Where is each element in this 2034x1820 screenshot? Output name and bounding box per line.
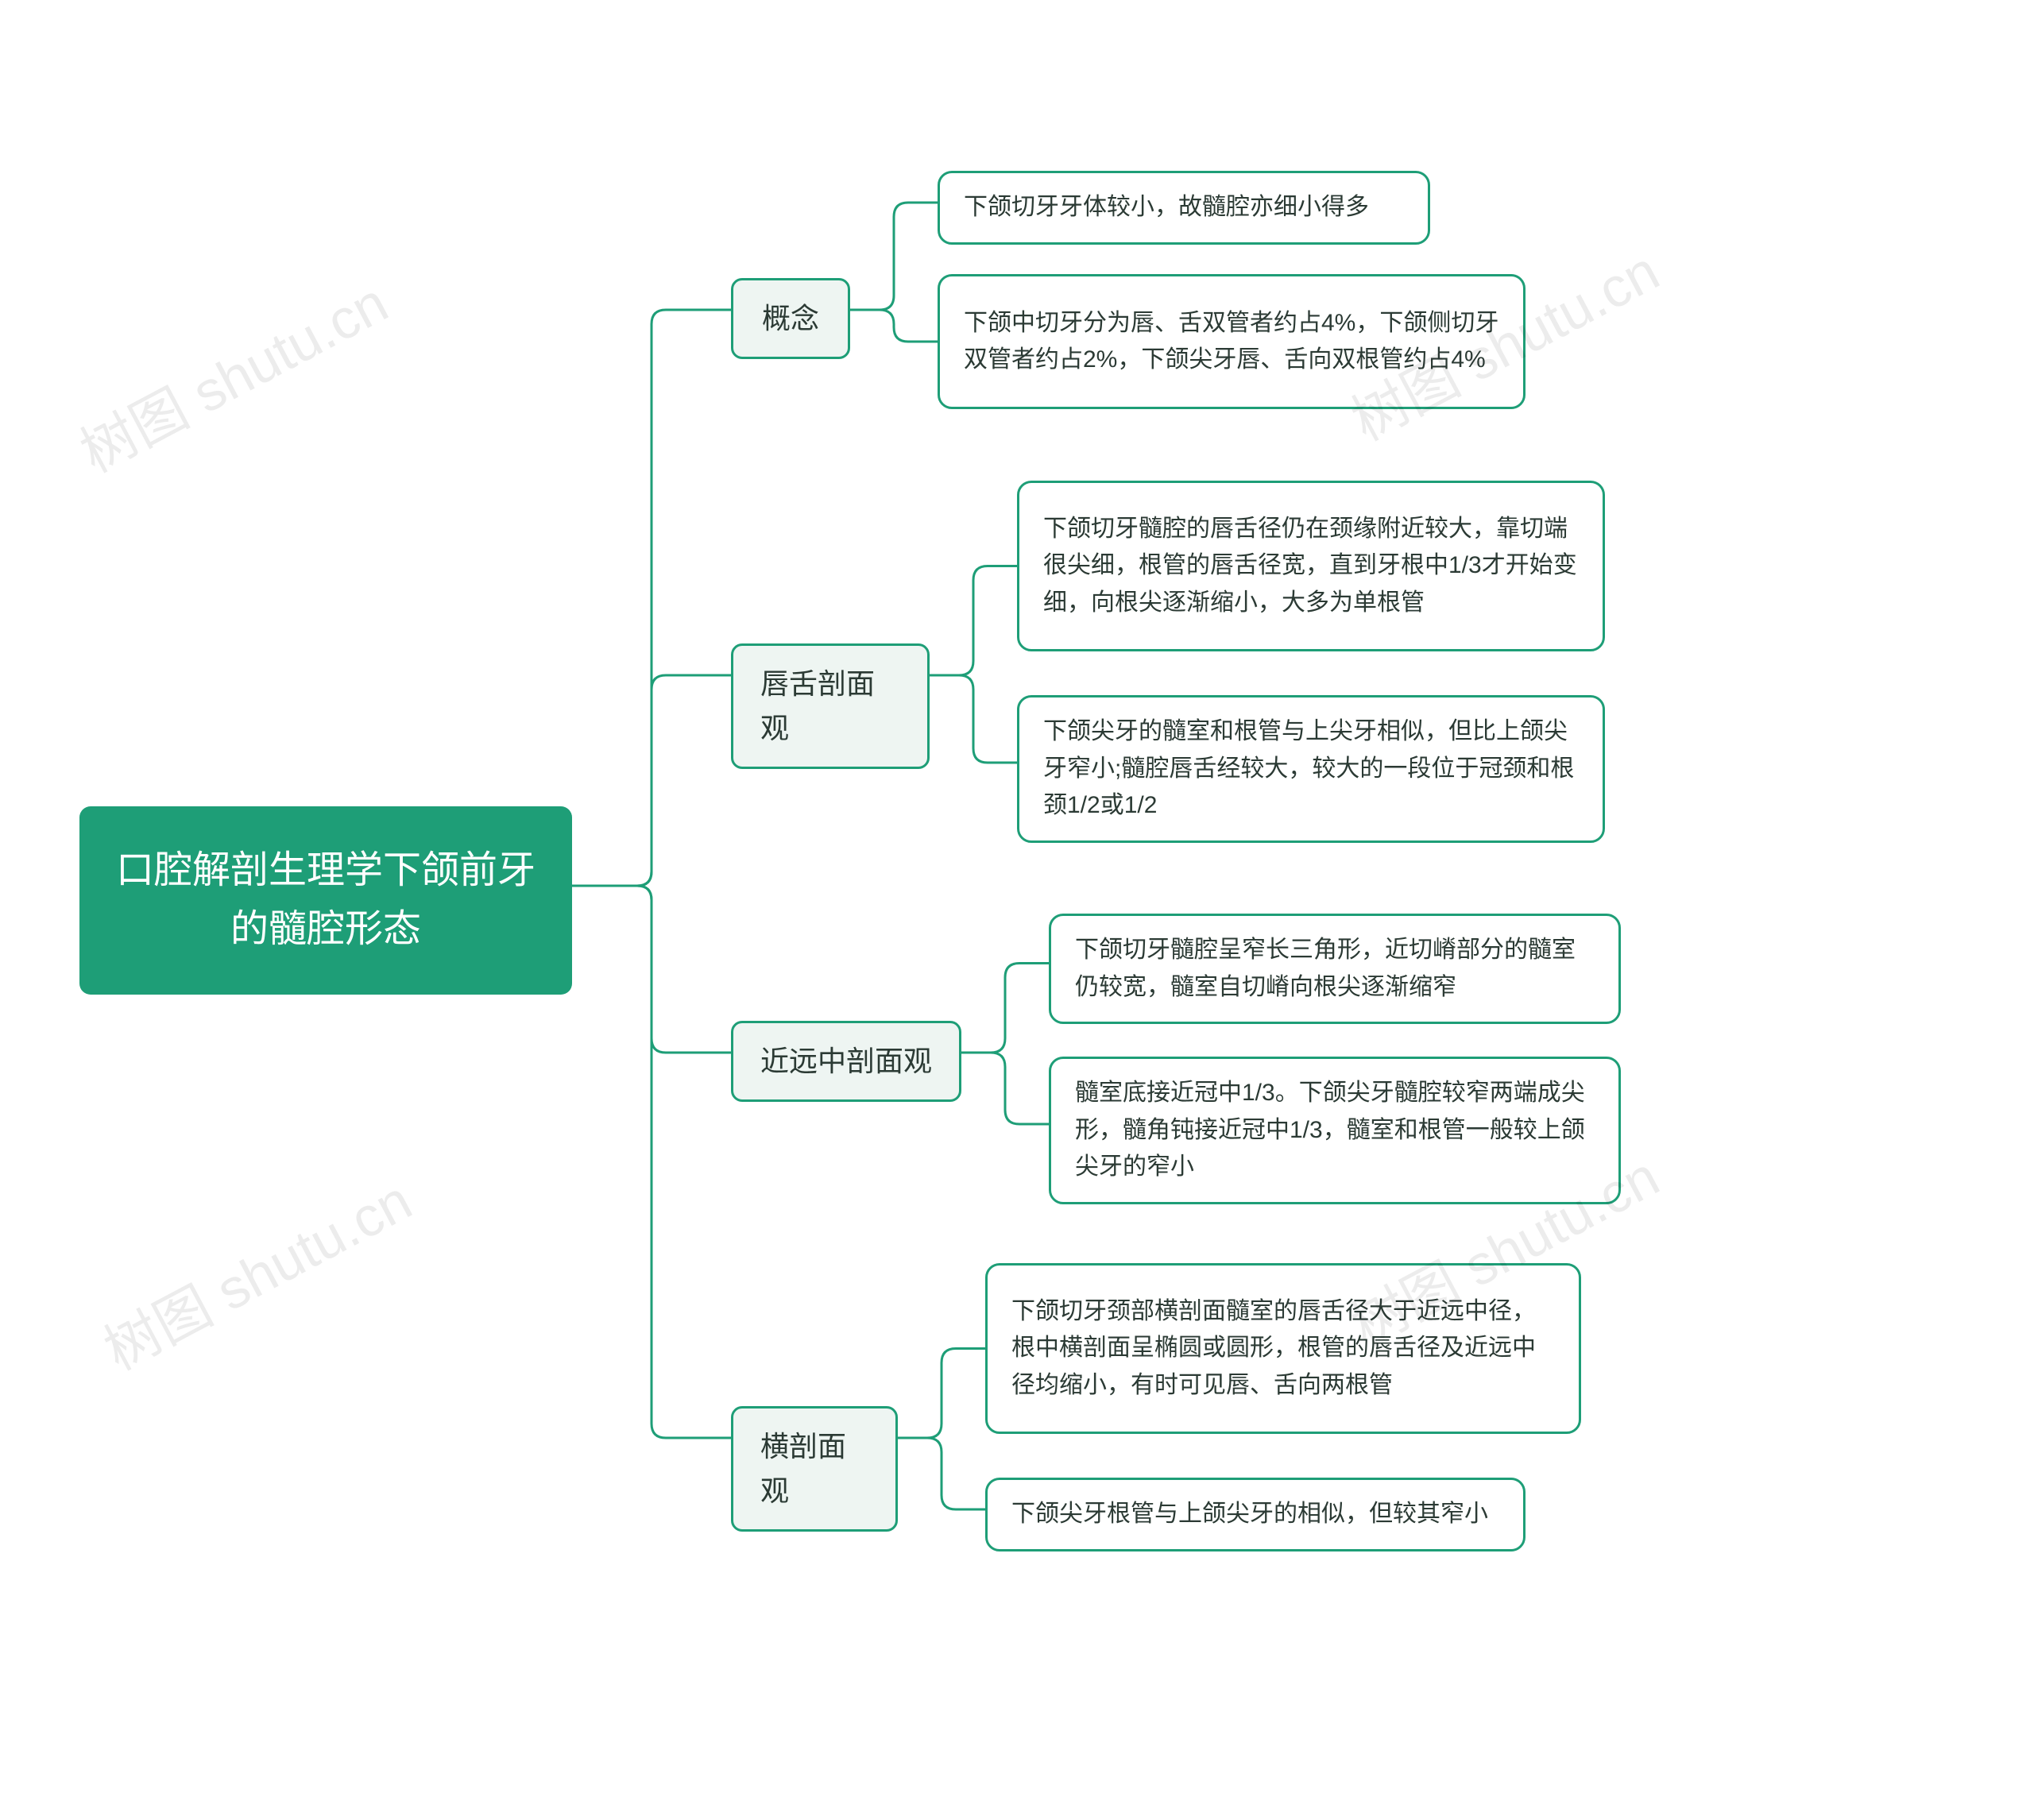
branch-label: 横剖面观 — [760, 1424, 868, 1513]
watermark: 树图 shutu.cn — [88, 1157, 423, 1385]
leaf-node: 下颌切牙髓腔的唇舌径仍在颈缘附近较大，靠切端很尖细，根管的唇舌径宽，直到牙根中1… — [1017, 481, 1605, 651]
leaf-label: 下颌切牙颈部横剖面髓室的唇舌径大于近远中径，根中横剖面呈椭圆或圆形，根管的唇舌径… — [1011, 1293, 1555, 1405]
branch-label: 唇舌剖面观 — [760, 662, 900, 751]
leaf-node: 下颌切牙髓腔呈窄长三角形，近切嵴部分的髓室仍较宽，髓室自切嵴向根尖逐渐缩窄 — [1049, 914, 1621, 1024]
leaf-label: 下颌切牙髓腔的唇舌径仍在颈缘附近较大，靠切端很尖细，根管的唇舌径宽，直到牙根中1… — [1043, 511, 1579, 622]
branch-transverse: 横剖面观 — [731, 1406, 898, 1532]
leaf-node: 下颌中切牙分为唇、舌双管者约占4%，下颌侧切牙双管者约占2%，下颌尖牙唇、舌向双… — [938, 274, 1526, 409]
leaf-label: 髓室底接近冠中1/3。下颌尖牙髓腔较窄两端成尖形，髓角钝接近冠中1/3，髓室和根… — [1075, 1075, 1595, 1186]
branch-label: 概念 — [762, 296, 819, 341]
leaf-label: 下颌尖牙的髓室和根管与上尖牙相似，但比上颌尖牙窄小;髓腔唇舌经较大，较大的一段位… — [1043, 713, 1579, 825]
root-node: 口腔解剖生理学下颌前牙的髓腔形态 — [79, 806, 572, 995]
watermark: 树图 shutu.cn — [64, 259, 400, 488]
leaf-node: 髓室底接近冠中1/3。下颌尖牙髓腔较窄两端成尖形，髓角钝接近冠中1/3，髓室和根… — [1049, 1057, 1621, 1204]
branch-labiolingual: 唇舌剖面观 — [731, 643, 930, 769]
leaf-node: 下颌切牙颈部横剖面髓室的唇舌径大于近远中径，根中横剖面呈椭圆或圆形，根管的唇舌径… — [985, 1263, 1581, 1434]
mindmap-canvas: 口腔解剖生理学下颌前牙的髓腔形态 概念 下颌切牙牙体较小，故髓腔亦细小得多 下颌… — [0, 0, 2034, 1820]
branch-concept: 概念 — [731, 278, 850, 359]
leaf-label: 下颌中切牙分为唇、舌双管者约占4%，下颌侧切牙双管者约占2%，下颌尖牙唇、舌向双… — [964, 305, 1499, 379]
branch-mesiodistal: 近远中剖面观 — [731, 1021, 961, 1102]
leaf-node: 下颌尖牙的髓室和根管与上尖牙相似，但比上颌尖牙窄小;髓腔唇舌经较大，较大的一段位… — [1017, 695, 1605, 843]
root-label: 口腔解剖生理学下颌前牙的髓腔形态 — [108, 841, 543, 960]
leaf-label: 下颌尖牙根管与上颌尖牙的相似，但较其窄小 — [1011, 1496, 1488, 1533]
branch-label: 近远中剖面观 — [760, 1039, 932, 1084]
leaf-label: 下颌切牙牙体较小，故髓腔亦细小得多 — [964, 189, 1369, 226]
leaf-label: 下颌切牙髓腔呈窄长三角形，近切嵴部分的髓室仍较宽，髓室自切嵴向根尖逐渐缩窄 — [1075, 932, 1595, 1006]
leaf-node: 下颌尖牙根管与上颌尖牙的相似，但较其窄小 — [985, 1478, 1526, 1551]
leaf-node: 下颌切牙牙体较小，故髓腔亦细小得多 — [938, 171, 1430, 245]
